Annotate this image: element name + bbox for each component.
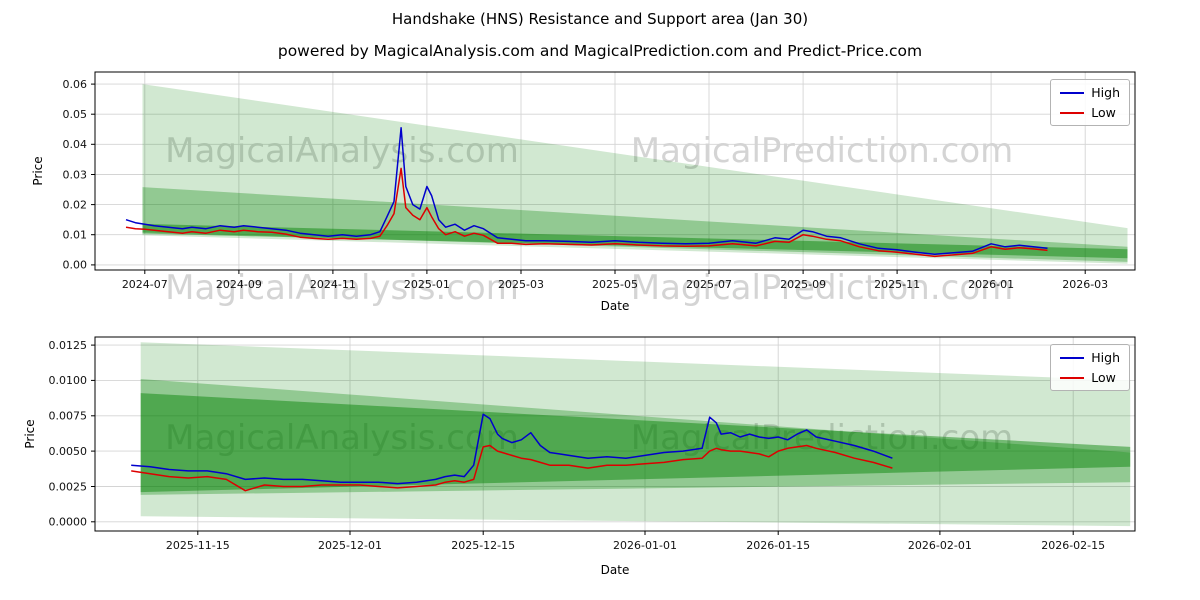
svg-text:0.05: 0.05 — [63, 108, 88, 121]
legend-label-high: High — [1091, 350, 1120, 365]
legend-item-high: High — [1060, 350, 1120, 365]
legend-item-low: Low — [1060, 370, 1120, 385]
svg-text:0.01: 0.01 — [63, 229, 88, 242]
svg-text:2026-01-15: 2026-01-15 — [746, 539, 810, 552]
bottom-chart-legend: High Low — [1050, 344, 1130, 391]
svg-text:2025-12-15: 2025-12-15 — [451, 539, 515, 552]
high-line-icon — [1060, 91, 1085, 94]
svg-text:2026-02-15: 2026-02-15 — [1041, 539, 1105, 552]
svg-text:0.00: 0.00 — [63, 259, 88, 272]
svg-text:2024-09: 2024-09 — [216, 278, 262, 291]
top-y-axis-label: Price — [31, 156, 45, 186]
top-chart-legend: High Low — [1050, 79, 1130, 126]
legend-item-high: High — [1060, 85, 1120, 100]
svg-text:2026-01: 2026-01 — [968, 278, 1014, 291]
svg-text:2025-01: 2025-01 — [404, 278, 450, 291]
svg-text:0.06: 0.06 — [63, 78, 88, 91]
svg-text:0.03: 0.03 — [63, 168, 88, 181]
svg-text:2025-11-15: 2025-11-15 — [166, 539, 230, 552]
svg-text:2025-07: 2025-07 — [686, 278, 732, 291]
low-line-icon — [1060, 376, 1085, 379]
figure-subtitle: powered by MagicalAnalysis.com and Magic… — [277, 42, 923, 60]
top-x-axis-label: Date — [600, 299, 630, 313]
svg-text:2025-12-01: 2025-12-01 — [318, 539, 382, 552]
high-line-icon — [1060, 356, 1085, 359]
svg-text:0.0075: 0.0075 — [49, 410, 88, 423]
low-line-icon — [1060, 111, 1085, 114]
svg-text:2025-05: 2025-05 — [592, 278, 638, 291]
bottom-y-axis-label: Price — [23, 419, 37, 449]
svg-text:0.02: 0.02 — [63, 198, 88, 211]
svg-text:0.0125: 0.0125 — [49, 339, 88, 352]
legend-label-high: High — [1091, 85, 1120, 100]
svg-text:0.04: 0.04 — [63, 138, 88, 151]
svg-text:0.0100: 0.0100 — [49, 374, 88, 387]
legend-label-low: Low — [1091, 370, 1116, 385]
bottom-x-axis-label: Date — [600, 563, 630, 577]
svg-text:2024-11: 2024-11 — [310, 278, 356, 291]
svg-text:2026-01-01: 2026-01-01 — [613, 539, 677, 552]
figure-title: Handshake (HNS) Resistance and Support a… — [391, 10, 809, 28]
legend-label-low: Low — [1091, 105, 1116, 120]
legend-item-low: Low — [1060, 105, 1120, 120]
svg-text:2026-03: 2026-03 — [1062, 278, 1108, 291]
svg-text:0.0000: 0.0000 — [49, 516, 88, 529]
svg-text:2025-09: 2025-09 — [780, 278, 826, 291]
svg-text:2025-03: 2025-03 — [498, 278, 544, 291]
svg-text:2026-02-01: 2026-02-01 — [908, 539, 972, 552]
svg-text:0.0050: 0.0050 — [49, 445, 88, 458]
svg-text:2024-07: 2024-07 — [122, 278, 168, 291]
svg-text:2025-11: 2025-11 — [874, 278, 920, 291]
svg-text:0.0025: 0.0025 — [49, 480, 88, 493]
